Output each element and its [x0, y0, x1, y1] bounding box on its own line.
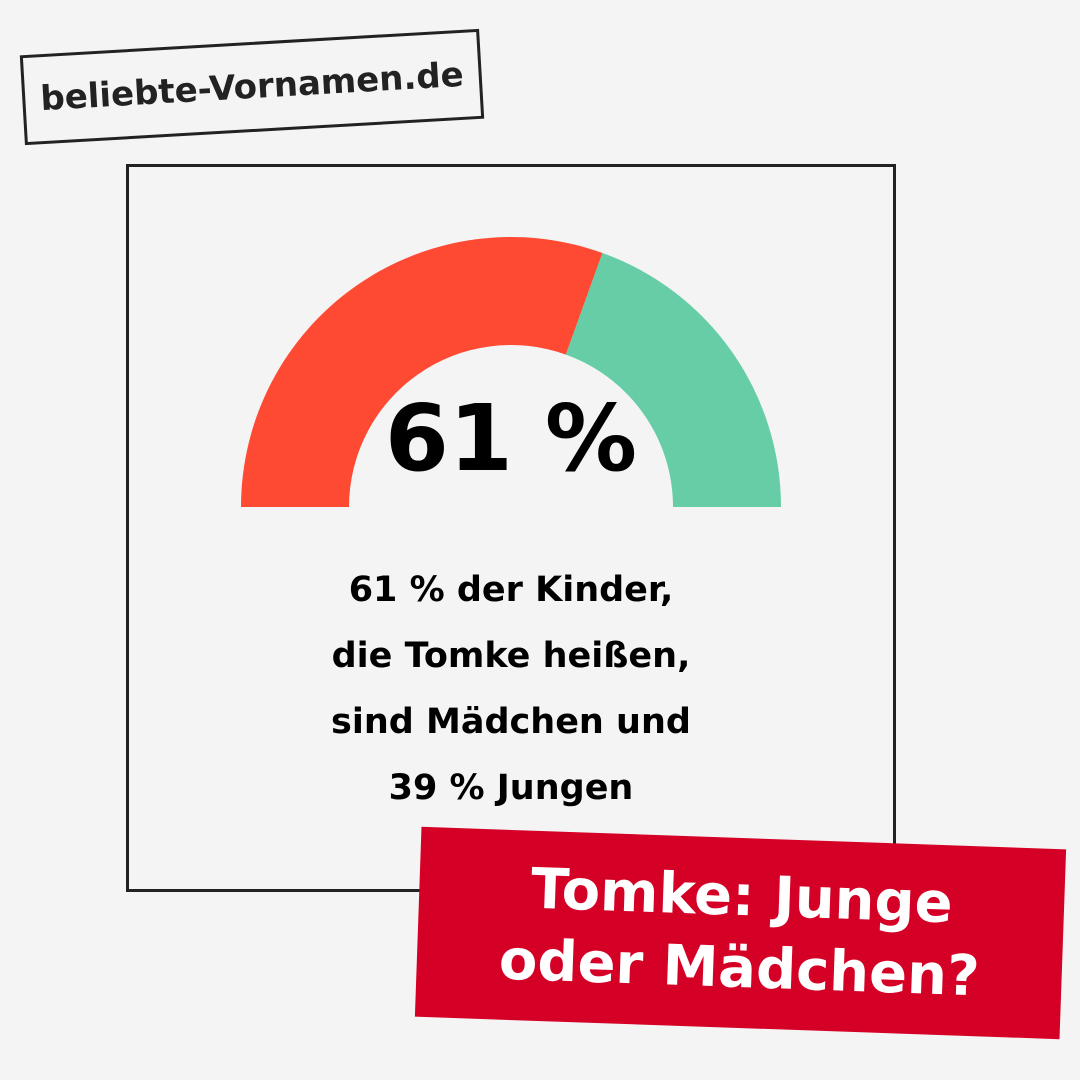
description-line: 39 % Jungen — [388, 768, 634, 808]
gauge-center-label: 61 % — [384, 385, 638, 492]
description: 61 % der Kinder, die Tomke heißen, sind … — [261, 557, 761, 821]
gauge-segment-boys — [565, 252, 781, 507]
description-line: sind Mädchen und — [331, 702, 691, 742]
banner-line: oder Mädchen? — [497, 927, 981, 1010]
gauge-segment-girls — [241, 237, 603, 507]
title-banner: Tomke: Junge oder Mädchen? — [414, 826, 1067, 1040]
description-line: die Tomke heißen, — [331, 636, 691, 676]
description-line: 61 % der Kinder, — [348, 570, 674, 610]
